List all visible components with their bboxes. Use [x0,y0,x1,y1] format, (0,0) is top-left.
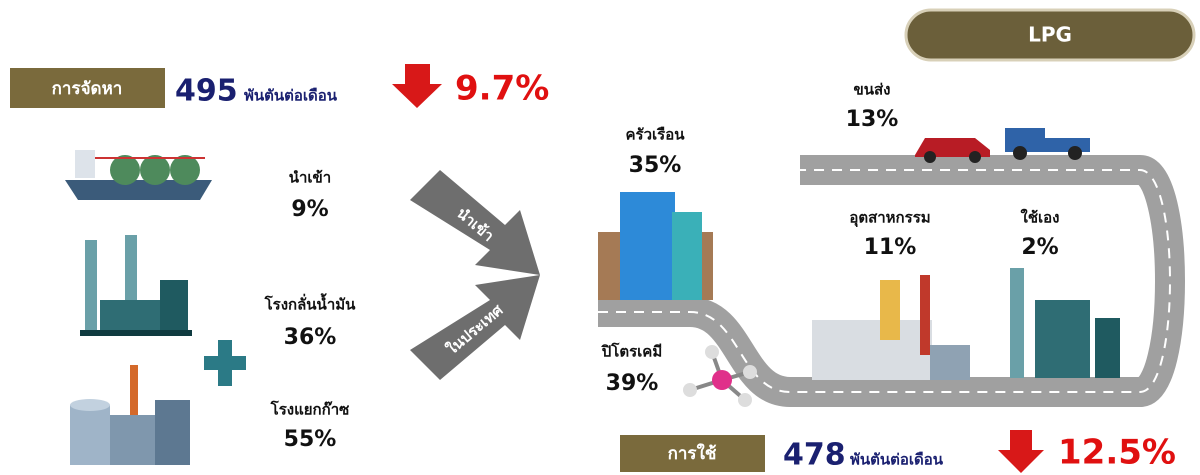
refinery-icon [80,235,192,336]
source-name: นำเข้า [289,169,331,187]
source-share: 36% [284,325,337,350]
factory-icon [812,275,970,380]
sector-share: 13% [846,107,899,132]
sector-name: อุตสาหกรรม [849,209,930,228]
supply-label: การจัดหา [52,79,123,99]
supply-unit: พันตันต่อเดือน [244,87,338,105]
import-arrow [410,170,540,275]
source-name: โรงกลั่นน้ำมัน [264,293,357,314]
gas-plant-icon [70,365,190,465]
supply-box [10,68,165,108]
supply-change: 9.7% [455,69,549,109]
usage-unit: พันตันต่อเดือน [850,451,944,469]
car-icon [915,138,990,163]
sector-name: ครัวเรือน [626,126,686,144]
source-share: 9% [291,197,328,222]
domestic-arrow [410,275,540,380]
usage-box [620,435,765,472]
usage-label: การใช้ [668,443,717,464]
ship-icon [65,150,212,200]
truck-icon [1005,128,1090,160]
down-arrow [392,64,442,108]
sector-name: ใช้เอง [1021,209,1060,227]
badge [904,8,1196,62]
plant-icon [1010,268,1120,378]
source-name: โรงแยกก๊าซ [270,400,350,419]
sector-share: 11% [864,235,917,260]
source-share: 55% [284,427,337,452]
badge-text: LPG [1028,23,1072,47]
supply-amount: 495 [175,74,238,109]
sector-share: 39% [606,371,659,396]
road-line [598,169,1171,393]
sector-share: 35% [629,153,682,178]
sector-share: 2% [1021,235,1058,260]
sector-name: ขนส่ง [854,81,891,99]
sector-name: ปิโตรเคมี [601,342,662,361]
plus-icon [204,340,246,386]
molecule-icon [683,345,757,407]
usage-amount: 478 [783,438,846,473]
usage-change: 12.5% [1058,433,1176,473]
building-icon [598,192,713,300]
down-arrow [998,430,1044,473]
